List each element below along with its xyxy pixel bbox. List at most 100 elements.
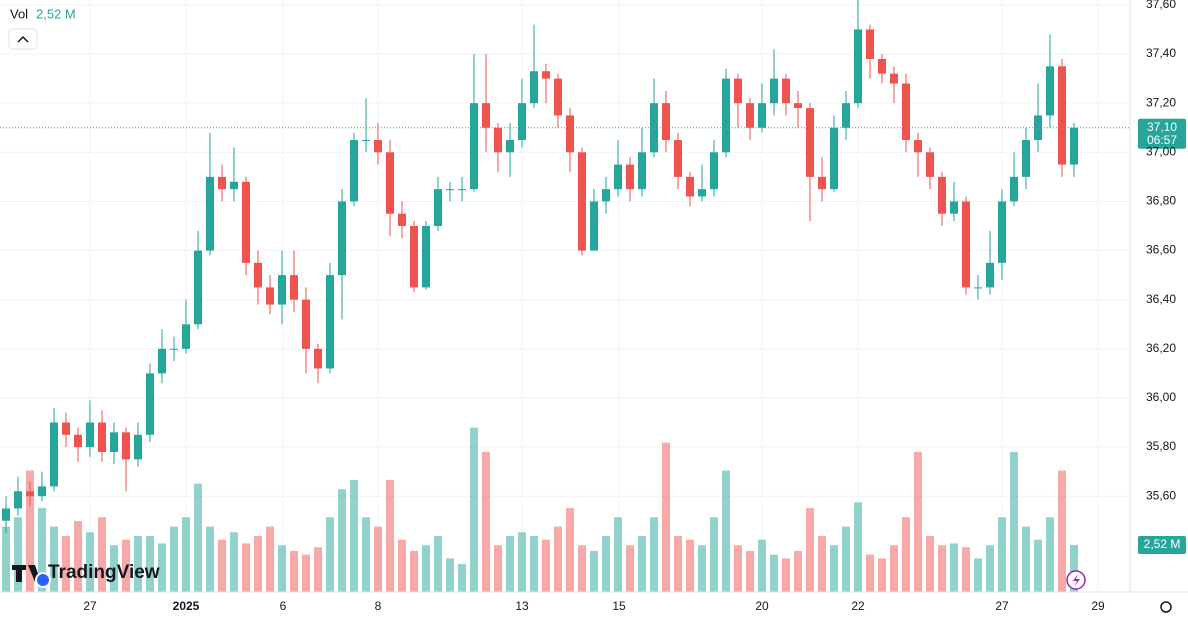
volume-bar [614,517,622,592]
volume-bar [386,479,394,592]
candle-body [422,225,430,288]
candle-layer [2,0,1078,534]
candle-body [914,140,922,153]
candle-body [746,103,754,128]
collapse-icon [17,35,29,43]
settings-button[interactable] [1160,601,1172,613]
volume-bar [86,532,94,592]
x-tick-label: 20 [755,599,769,613]
candle-body [878,58,886,74]
candle-body [614,164,622,190]
volume-bar [110,545,118,592]
volume-bar [926,535,934,592]
volume-bar [986,545,994,592]
y-tick-label: 37,00 [1146,144,1176,158]
candle-body [410,225,418,288]
candle-body [974,287,982,289]
candle-body [650,103,658,153]
volume-bar [290,550,298,592]
volume-tag [1138,535,1186,554]
candle-body [950,201,958,214]
volume-bar [350,479,358,592]
volume-bar [182,517,190,592]
candle-body [734,78,742,104]
volume-bar [1022,526,1030,592]
volume-value: 2,52 M [36,6,76,21]
volume-bar [734,545,742,592]
y-tick-label: 37,60 [1146,0,1176,11]
candle-body [182,324,190,349]
volume-bar [302,554,310,592]
volume-bar [722,470,730,592]
candle-body [494,127,502,153]
candle-body [482,103,490,128]
candle-body [530,71,538,104]
volume-bar [50,526,58,592]
volume-bar [998,517,1006,592]
candle-body [50,422,58,487]
candle-body [278,275,286,305]
candle-body [782,78,790,104]
volume-bar [446,558,454,592]
candle-body [158,348,166,374]
x-tick-label: 27 [83,599,97,613]
candle-body [962,201,970,288]
volume-bar [974,558,982,592]
candle-body [1034,115,1042,141]
candle-body [110,432,118,452]
volume-bar [314,547,322,592]
candle-body [206,176,214,251]
volume-bar [1034,539,1042,592]
y-tick-label: 36,40 [1146,292,1176,306]
candle-body [122,432,130,460]
candle-body [470,103,478,190]
candle-body [218,176,226,190]
x-tick-label: 6 [280,599,287,613]
volume-bar [266,526,274,592]
volume-bar [854,502,862,592]
candle-body [146,373,154,435]
candle-body [590,201,598,251]
volume-bar [434,535,442,592]
collapse-button[interactable] [8,28,38,50]
candle-body [38,486,46,497]
volume-bar [518,532,526,592]
y-tick-label: 36,60 [1146,243,1176,257]
candle-body [890,73,898,84]
candle-body [446,189,454,191]
volume-bar [878,558,886,592]
x-tick-label: 8 [375,599,382,613]
candle-body [830,127,838,190]
volume-bar [194,483,202,592]
y-tick-label: 37,40 [1146,46,1176,60]
volume-bar [626,545,634,592]
volume-bar [782,558,790,592]
candle-body [326,275,334,369]
candle-body [1010,176,1018,202]
candle-body [506,140,514,153]
volume-bar [530,535,538,592]
logo-mark [12,565,41,582]
candle-body [842,103,850,128]
candle-body [710,152,718,190]
candle-body [626,164,634,190]
candle-body [926,152,934,177]
candle-body [722,78,730,153]
volume-bar [794,550,802,592]
volume-tag-label: 2,52 M [1144,537,1181,551]
x-tick-label: 29 [1091,599,1105,613]
candle-body [170,348,178,350]
candle-body [362,140,370,142]
candle-body [134,434,142,460]
candle-body [242,181,250,263]
volume-bar [398,539,406,592]
candle-body [266,287,274,305]
volume-bar [134,535,142,592]
candle-body [794,103,802,109]
y-tick-label: 35,80 [1146,439,1176,453]
logo-badge [35,572,51,588]
volume-bar [38,507,46,592]
candle-body [770,78,778,104]
y-tick-label: 36,20 [1146,341,1176,355]
candle-body [518,103,526,141]
